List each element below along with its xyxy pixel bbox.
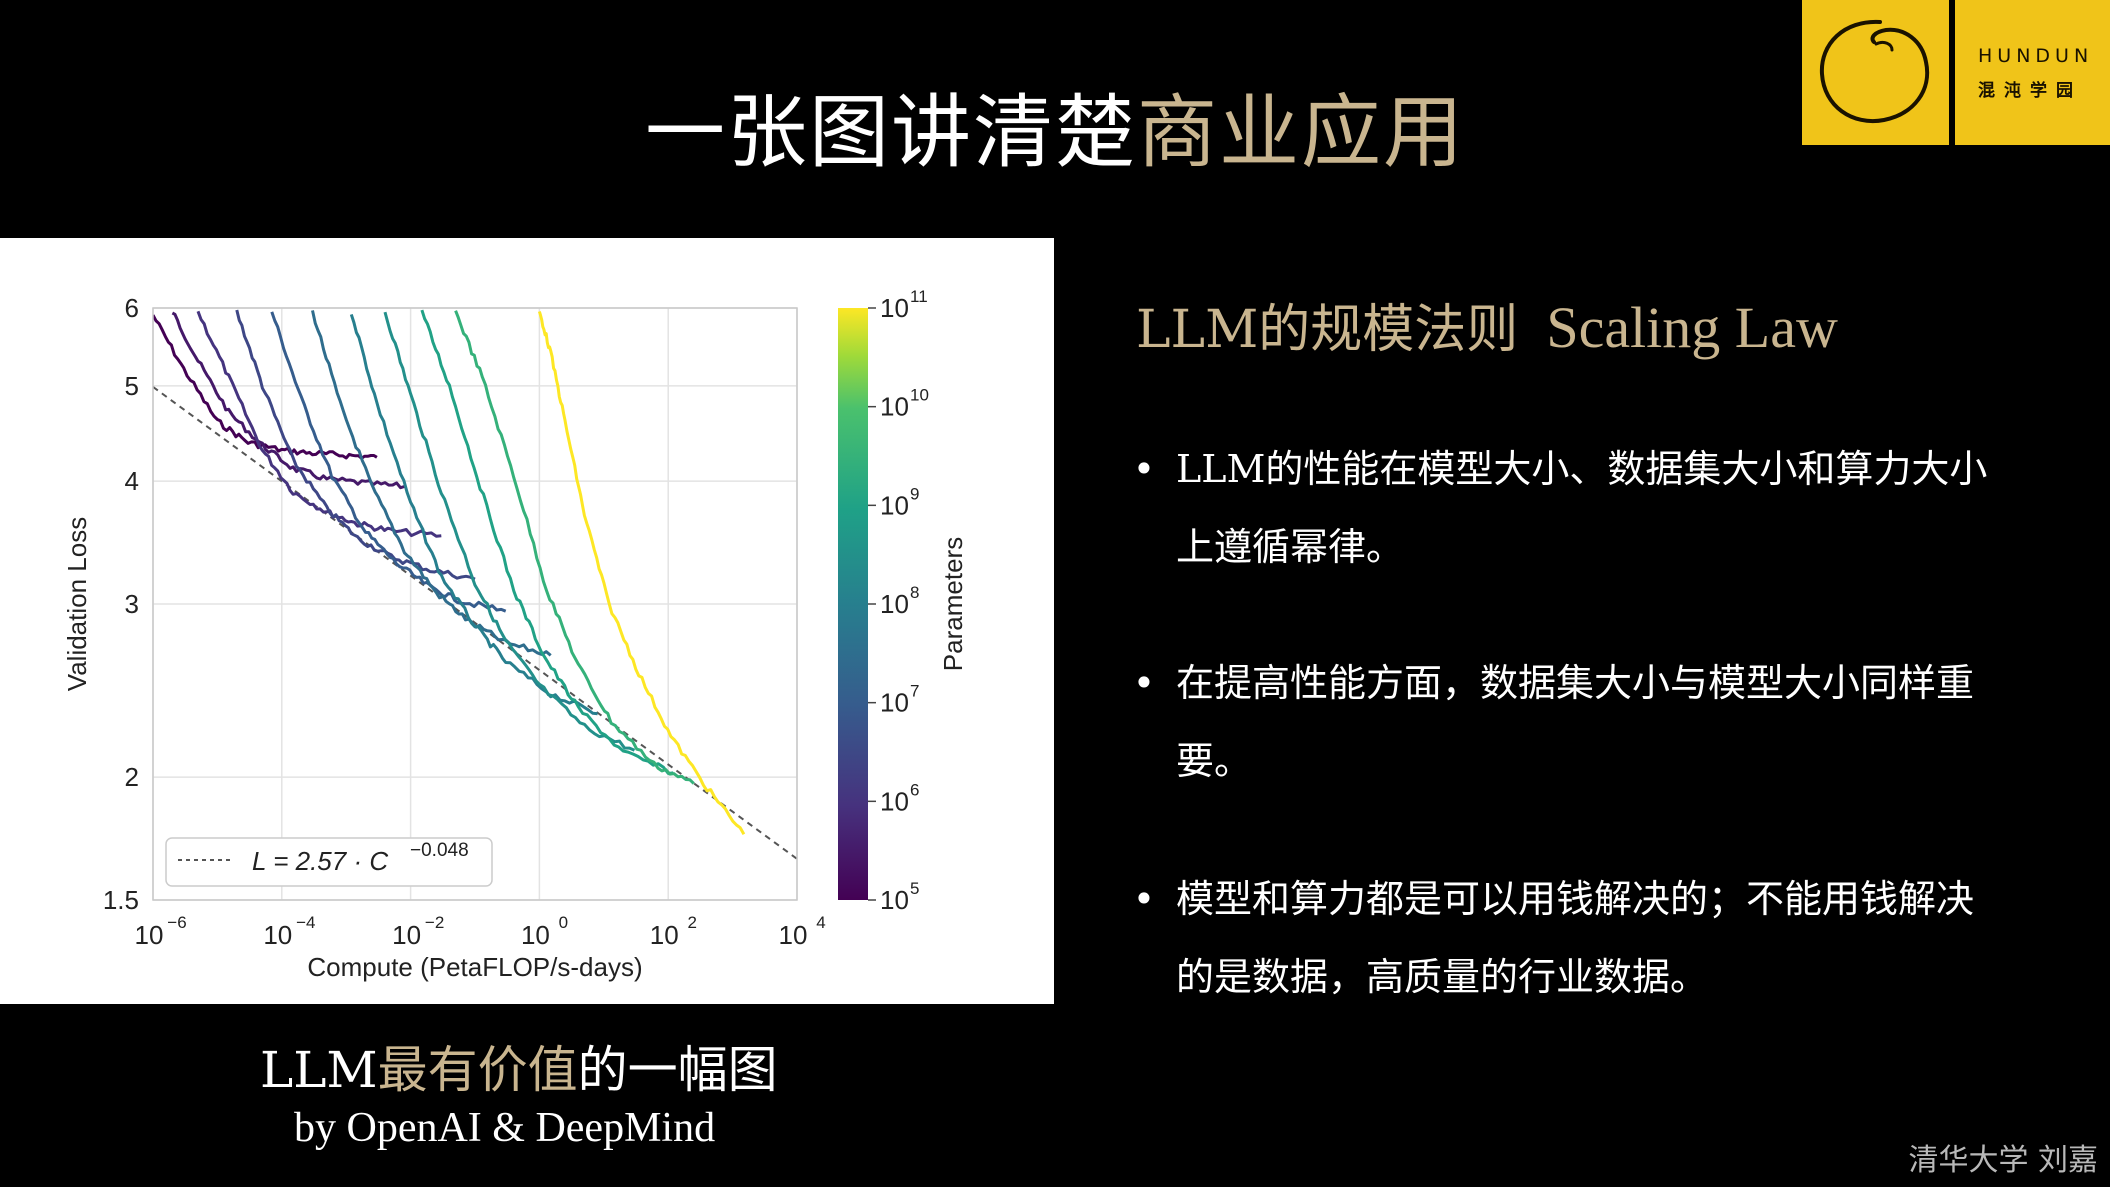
bullet-item: • LLM的性能在模型大小、数据集大小和算力大小上遵循幂律。	[1133, 430, 1996, 586]
bullet-item: • 在提高性能方面，数据集大小与模型大小同样重要。	[1133, 644, 1996, 800]
logo-text-en: HUNDUN	[1978, 45, 2094, 67]
x-tick-exponent: −6	[167, 913, 186, 932]
caption-accent: 最有价值	[377, 1041, 578, 1099]
x-tick-label: 10	[779, 920, 808, 950]
bullet-dot: •	[1132, 661, 1156, 705]
bullet-text: 模型和算力都是可以用钱解决的；不能用钱解决的是数据，高质量的行业数据。	[1176, 877, 1975, 999]
logo-divider	[1949, 0, 1955, 145]
caption-suffix: 的一幅图	[577, 1041, 778, 1099]
colorbar-tick-label: 10	[880, 490, 909, 520]
colorbar-tick-label: 10	[880, 293, 909, 323]
colorbar-tick-label: 10	[880, 786, 909, 816]
y-tick-label: 2	[125, 762, 139, 792]
section-title-cn: LLM的规模法则	[1136, 300, 1519, 360]
colorbar-tick-exponent: 11	[910, 287, 928, 306]
fit-line	[153, 386, 797, 860]
bullet-dot: •	[1132, 877, 1156, 921]
x-tick-label: 10	[650, 920, 679, 950]
series-layer	[153, 309, 797, 860]
series-line	[537, 311, 746, 835]
colorbar	[838, 308, 868, 900]
series-line	[153, 314, 378, 460]
frame-layer	[152, 307, 798, 901]
x-tick-exponent: 4	[816, 913, 825, 932]
section-title: LLM的规模法则 Scaling Law	[1136, 296, 1838, 362]
series-line	[270, 311, 507, 613]
colorbar-tick-exponent: 10	[910, 386, 929, 405]
chart-source: by OpenAI & DeepMind	[294, 1105, 716, 1151]
series-line	[383, 311, 636, 752]
colorbar-tick-label: 10	[880, 885, 909, 915]
colorbar-tick-exponent: 8	[910, 583, 919, 602]
y-tick-label: 3	[125, 589, 139, 619]
series-line	[171, 311, 405, 490]
legend-label: L = 2.57 · C	[252, 846, 388, 876]
page-title: 一张图讲清楚商业应用	[0, 88, 2110, 178]
series-line	[311, 310, 552, 657]
series-line	[420, 309, 674, 775]
chart-caption: LLM最有价值的一幅图	[260, 1040, 778, 1100]
x-tick-label: 10	[392, 920, 421, 950]
x-tick-exponent: −4	[296, 913, 315, 932]
legend: L = 2.57 · C −0.048	[165, 837, 493, 887]
footer-credit: 清华大学 刘嘉	[1908, 1143, 2098, 1178]
y-tick-label: 6	[125, 293, 139, 323]
y-axis-label: Validation Loss	[62, 517, 92, 691]
caption-prefix: LLM	[260, 1041, 378, 1099]
legend-box	[165, 837, 493, 887]
scaling-law-chart: 10 −6 10 −4 10 −2 10 0 10 2 10 4 1.5 2 3 4 5 6 Compute (P…	[0, 238, 1054, 1004]
colorbar-tick-exponent: 7	[910, 682, 919, 701]
colorbar-tick-label: 10	[880, 688, 909, 718]
bullet-item: • 模型和算力都是可以用钱解决的；不能用钱解决的是数据，高质量的行业数据。	[1133, 860, 1996, 1016]
x-tick-label: 10	[263, 920, 292, 950]
series-line	[235, 309, 476, 581]
x-tick-exponent: −2	[425, 913, 444, 932]
page-title-main: 一张图讲清楚	[645, 86, 1137, 179]
colorbar-tick-exponent: 6	[910, 780, 919, 799]
legend-exponent: −0.048	[410, 840, 469, 861]
page-title-accent: 商业应用	[1137, 86, 1465, 179]
brand-logo: HUNDUN 混沌学园	[1802, 0, 2110, 145]
colorbar-tick-label: 10	[880, 392, 909, 422]
colorbar-tick-exponent: 9	[910, 484, 919, 503]
brand-circle-icon	[1819, 19, 1930, 124]
y-tick-label: 5	[125, 371, 139, 401]
y-tick-label: 1.5	[103, 885, 139, 915]
colorbar-label: Parameters	[938, 537, 968, 671]
plot-frame	[152, 307, 798, 901]
x-axis-label: Compute (PetaFLOP/s-days)	[307, 952, 642, 982]
colorbar-tick-exponent: 5	[910, 879, 919, 898]
series-line	[349, 313, 598, 716]
x-tick-label: 10	[521, 920, 550, 950]
x-tick-label: 10	[135, 920, 164, 950]
bullet-dot: •	[1132, 447, 1156, 491]
series-line	[196, 310, 442, 538]
section-title-en: Scaling Law	[1546, 295, 1838, 360]
colorbar-tick-label: 10	[880, 589, 909, 619]
series-line	[454, 310, 695, 785]
x-tick-exponent: 2	[687, 913, 696, 932]
bullet-text: 在提高性能方面，数据集大小与模型大小同样重要。	[1176, 661, 1975, 783]
x-tick-exponent: 0	[559, 913, 568, 932]
bullet-text: LLM的性能在模型大小、数据集大小和算力大小上遵循幂律。	[1176, 447, 1988, 569]
y-tick-label: 4	[125, 466, 139, 496]
logo-text-cn: 混沌学园	[1978, 81, 2082, 101]
